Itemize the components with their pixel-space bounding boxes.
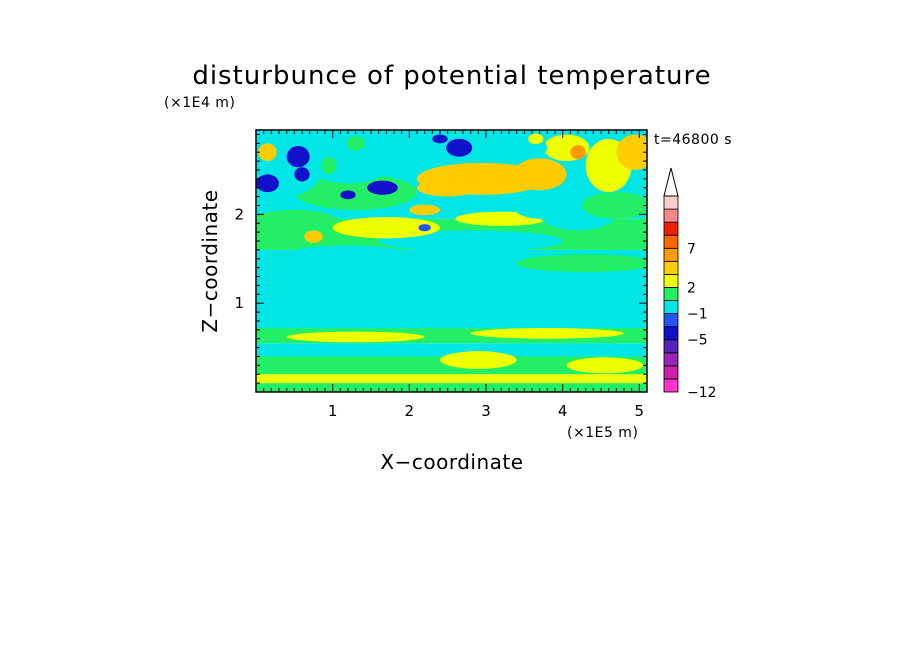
contour-feature <box>581 192 647 219</box>
colorbar-segment <box>663 365 679 380</box>
contour-feature <box>516 254 647 273</box>
x-tick-label: 5 <box>635 402 645 420</box>
colorbar-segment <box>663 247 679 262</box>
colorbar-segment <box>663 287 679 301</box>
contour-feature <box>340 190 356 200</box>
contour-feature <box>256 174 279 193</box>
colorbar-segment <box>663 234 679 249</box>
contour-feature <box>446 138 473 157</box>
chart-title: disturbunce of potential temperature <box>192 61 711 91</box>
time-label: t=46800 s <box>654 132 732 148</box>
y-axis-label: Z−coordinate <box>198 189 222 332</box>
contour-feature <box>440 351 517 369</box>
colorbar-segment <box>663 221 679 236</box>
contour-feature <box>570 145 586 160</box>
contour-feature <box>258 143 277 162</box>
colorbar-segment <box>663 339 679 354</box>
colorbar-segment <box>663 208 679 223</box>
contour-feature <box>417 178 479 197</box>
colorbar-segment <box>663 313 679 328</box>
y-tick-label: 1 <box>234 294 244 312</box>
y-tick-label: 2 <box>234 205 244 223</box>
contour-field <box>256 130 647 392</box>
x-tick-label: 1 <box>328 402 338 420</box>
colorbar-label: 2 <box>687 280 696 296</box>
contour-feature <box>367 180 398 195</box>
contour-feature <box>346 136 365 151</box>
x-axis-unit: (×1E5 m) <box>567 425 638 441</box>
contour-feature <box>286 145 310 168</box>
x-tick-label: 3 <box>481 402 491 420</box>
y-axis-unit: (×1E4 m) <box>164 95 235 111</box>
colorbar-label: −5 <box>687 333 708 349</box>
colorbar-label: −1 <box>687 307 708 323</box>
x-tick-label: 4 <box>558 402 568 420</box>
contour-feature <box>418 224 431 232</box>
contour-feature <box>286 245 410 264</box>
contour-feature <box>616 134 647 170</box>
colorbar-label: −12 <box>687 385 717 401</box>
x-axis-label: X−coordinate <box>380 450 523 474</box>
colorbar-segment <box>663 326 679 341</box>
colorbar-overflow-arrow <box>663 167 679 197</box>
contour-feature <box>512 158 567 191</box>
contour-feature <box>382 132 444 154</box>
plot-frame <box>255 129 648 393</box>
contour-band <box>256 343 647 357</box>
contour-band <box>256 383 647 392</box>
contour-feature <box>304 230 323 243</box>
colorbar-segment <box>663 378 679 393</box>
contour-feature <box>305 130 345 139</box>
contour-feature <box>528 133 544 145</box>
x-tick-label: 2 <box>405 402 415 420</box>
contour-feature <box>332 283 578 302</box>
contour-feature <box>409 204 440 216</box>
contour-feature <box>470 328 624 339</box>
contour-feature <box>294 167 310 182</box>
colorbar-segment <box>663 300 679 314</box>
contour-feature <box>321 156 337 175</box>
contour-band <box>256 374 647 384</box>
contour-feature <box>256 209 341 237</box>
contour-feature <box>256 344 333 354</box>
contour-feature <box>332 217 441 239</box>
contour-feature <box>424 231 487 242</box>
x-axis: 1 2 3 4 5 <box>263 130 648 420</box>
colorbar: −12−5−127 <box>663 167 717 401</box>
contour-feature <box>432 134 448 144</box>
colorbar-segment <box>663 260 679 275</box>
contour-feature <box>267 356 337 371</box>
colorbar-label: 7 <box>687 241 696 257</box>
colorbar-segment <box>663 352 679 367</box>
colorbar-segment <box>663 273 679 288</box>
colorbar-segment <box>663 195 679 210</box>
contour-feature <box>512 192 567 219</box>
contour-feature <box>470 134 548 162</box>
y-axis: 12 <box>234 133 647 384</box>
contour-band <box>256 316 647 329</box>
contour-feature <box>566 357 644 374</box>
contour-feature <box>286 331 425 343</box>
